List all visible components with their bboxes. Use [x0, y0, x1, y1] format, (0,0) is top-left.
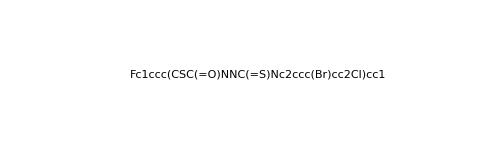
Text: Fc1ccc(CSC(=O)NNC(=S)Nc2ccc(Br)cc2Cl)cc1: Fc1ccc(CSC(=O)NNC(=S)Nc2ccc(Br)cc2Cl)cc1 — [130, 69, 386, 79]
